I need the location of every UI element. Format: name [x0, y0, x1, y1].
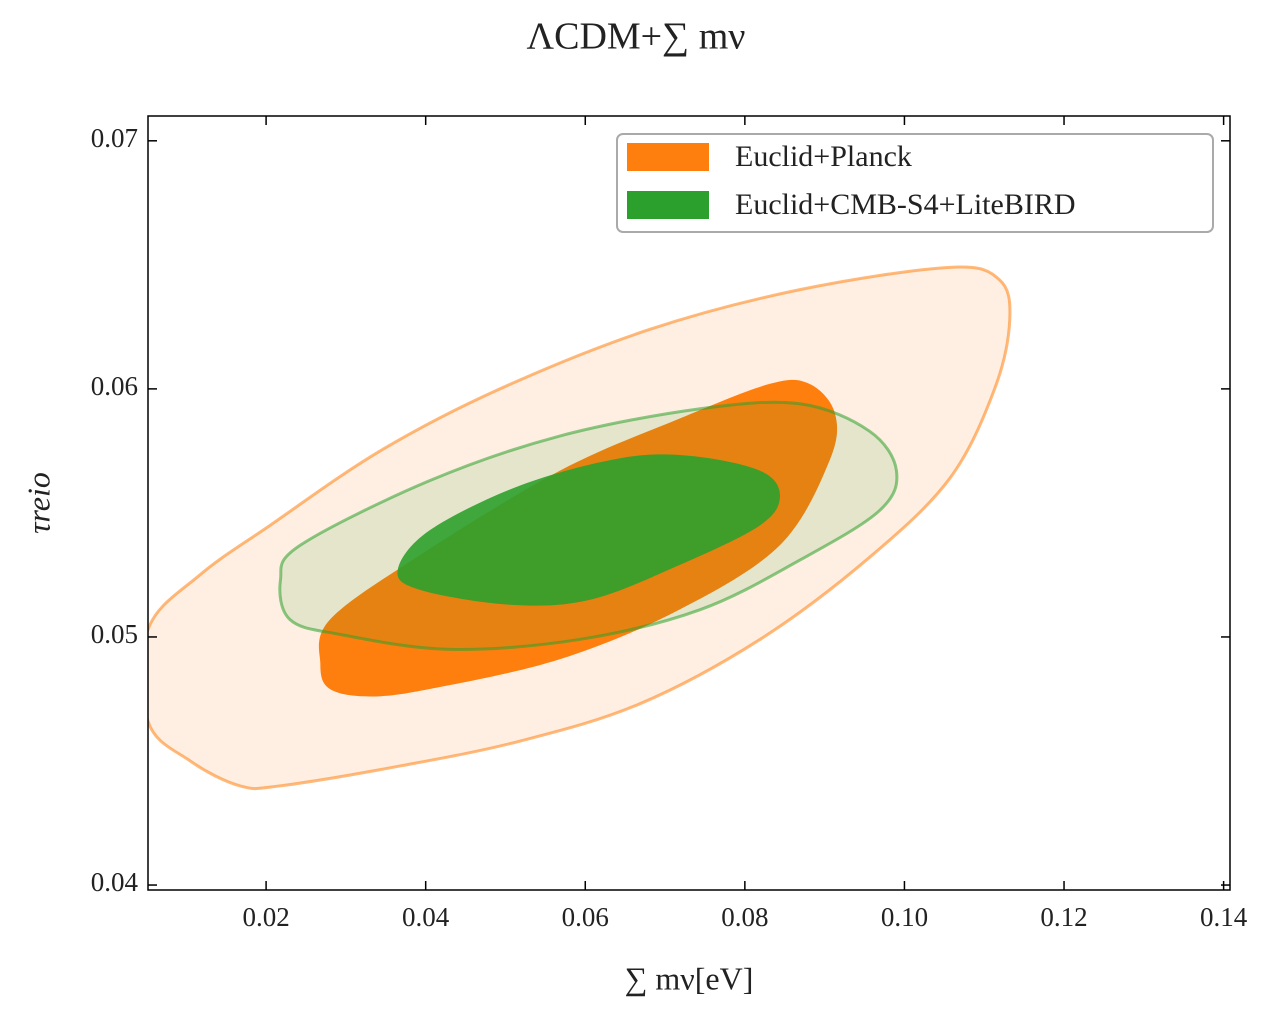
legend-swatch [627, 143, 709, 171]
x-tick-label: 0.12 [1040, 902, 1087, 932]
plot-frame [147, 115, 1231, 891]
x-tick-label: 0.02 [242, 902, 289, 932]
contour-inner [397, 454, 780, 606]
x-tick-label: 0.06 [562, 902, 609, 932]
y-tick-label: 0.05 [91, 619, 138, 649]
y-tick-label: 0.07 [91, 123, 138, 153]
legend-box [616, 133, 1214, 233]
chart-title: ΛCDM+∑ mν [527, 16, 746, 58]
x-axis-label: ∑ mν[eV] [625, 960, 754, 996]
legend-swatch [627, 191, 709, 219]
x-tick-label: 0.10 [881, 902, 928, 932]
y-tick-label: 0.04 [91, 867, 139, 897]
x-tick-label: 0.04 [402, 902, 450, 932]
x-tick-label: 0.08 [721, 902, 768, 932]
legend-label: Euclid+CMB-S4+LiteBIRD [735, 188, 1076, 221]
legend-label: Euclid+Planck [735, 140, 912, 173]
y-axis-label: τreio [20, 472, 56, 534]
x-tick-label: 0.14 [1200, 902, 1248, 932]
y-tick-label: 0.06 [91, 371, 138, 401]
plot-area [148, 265, 1012, 791]
